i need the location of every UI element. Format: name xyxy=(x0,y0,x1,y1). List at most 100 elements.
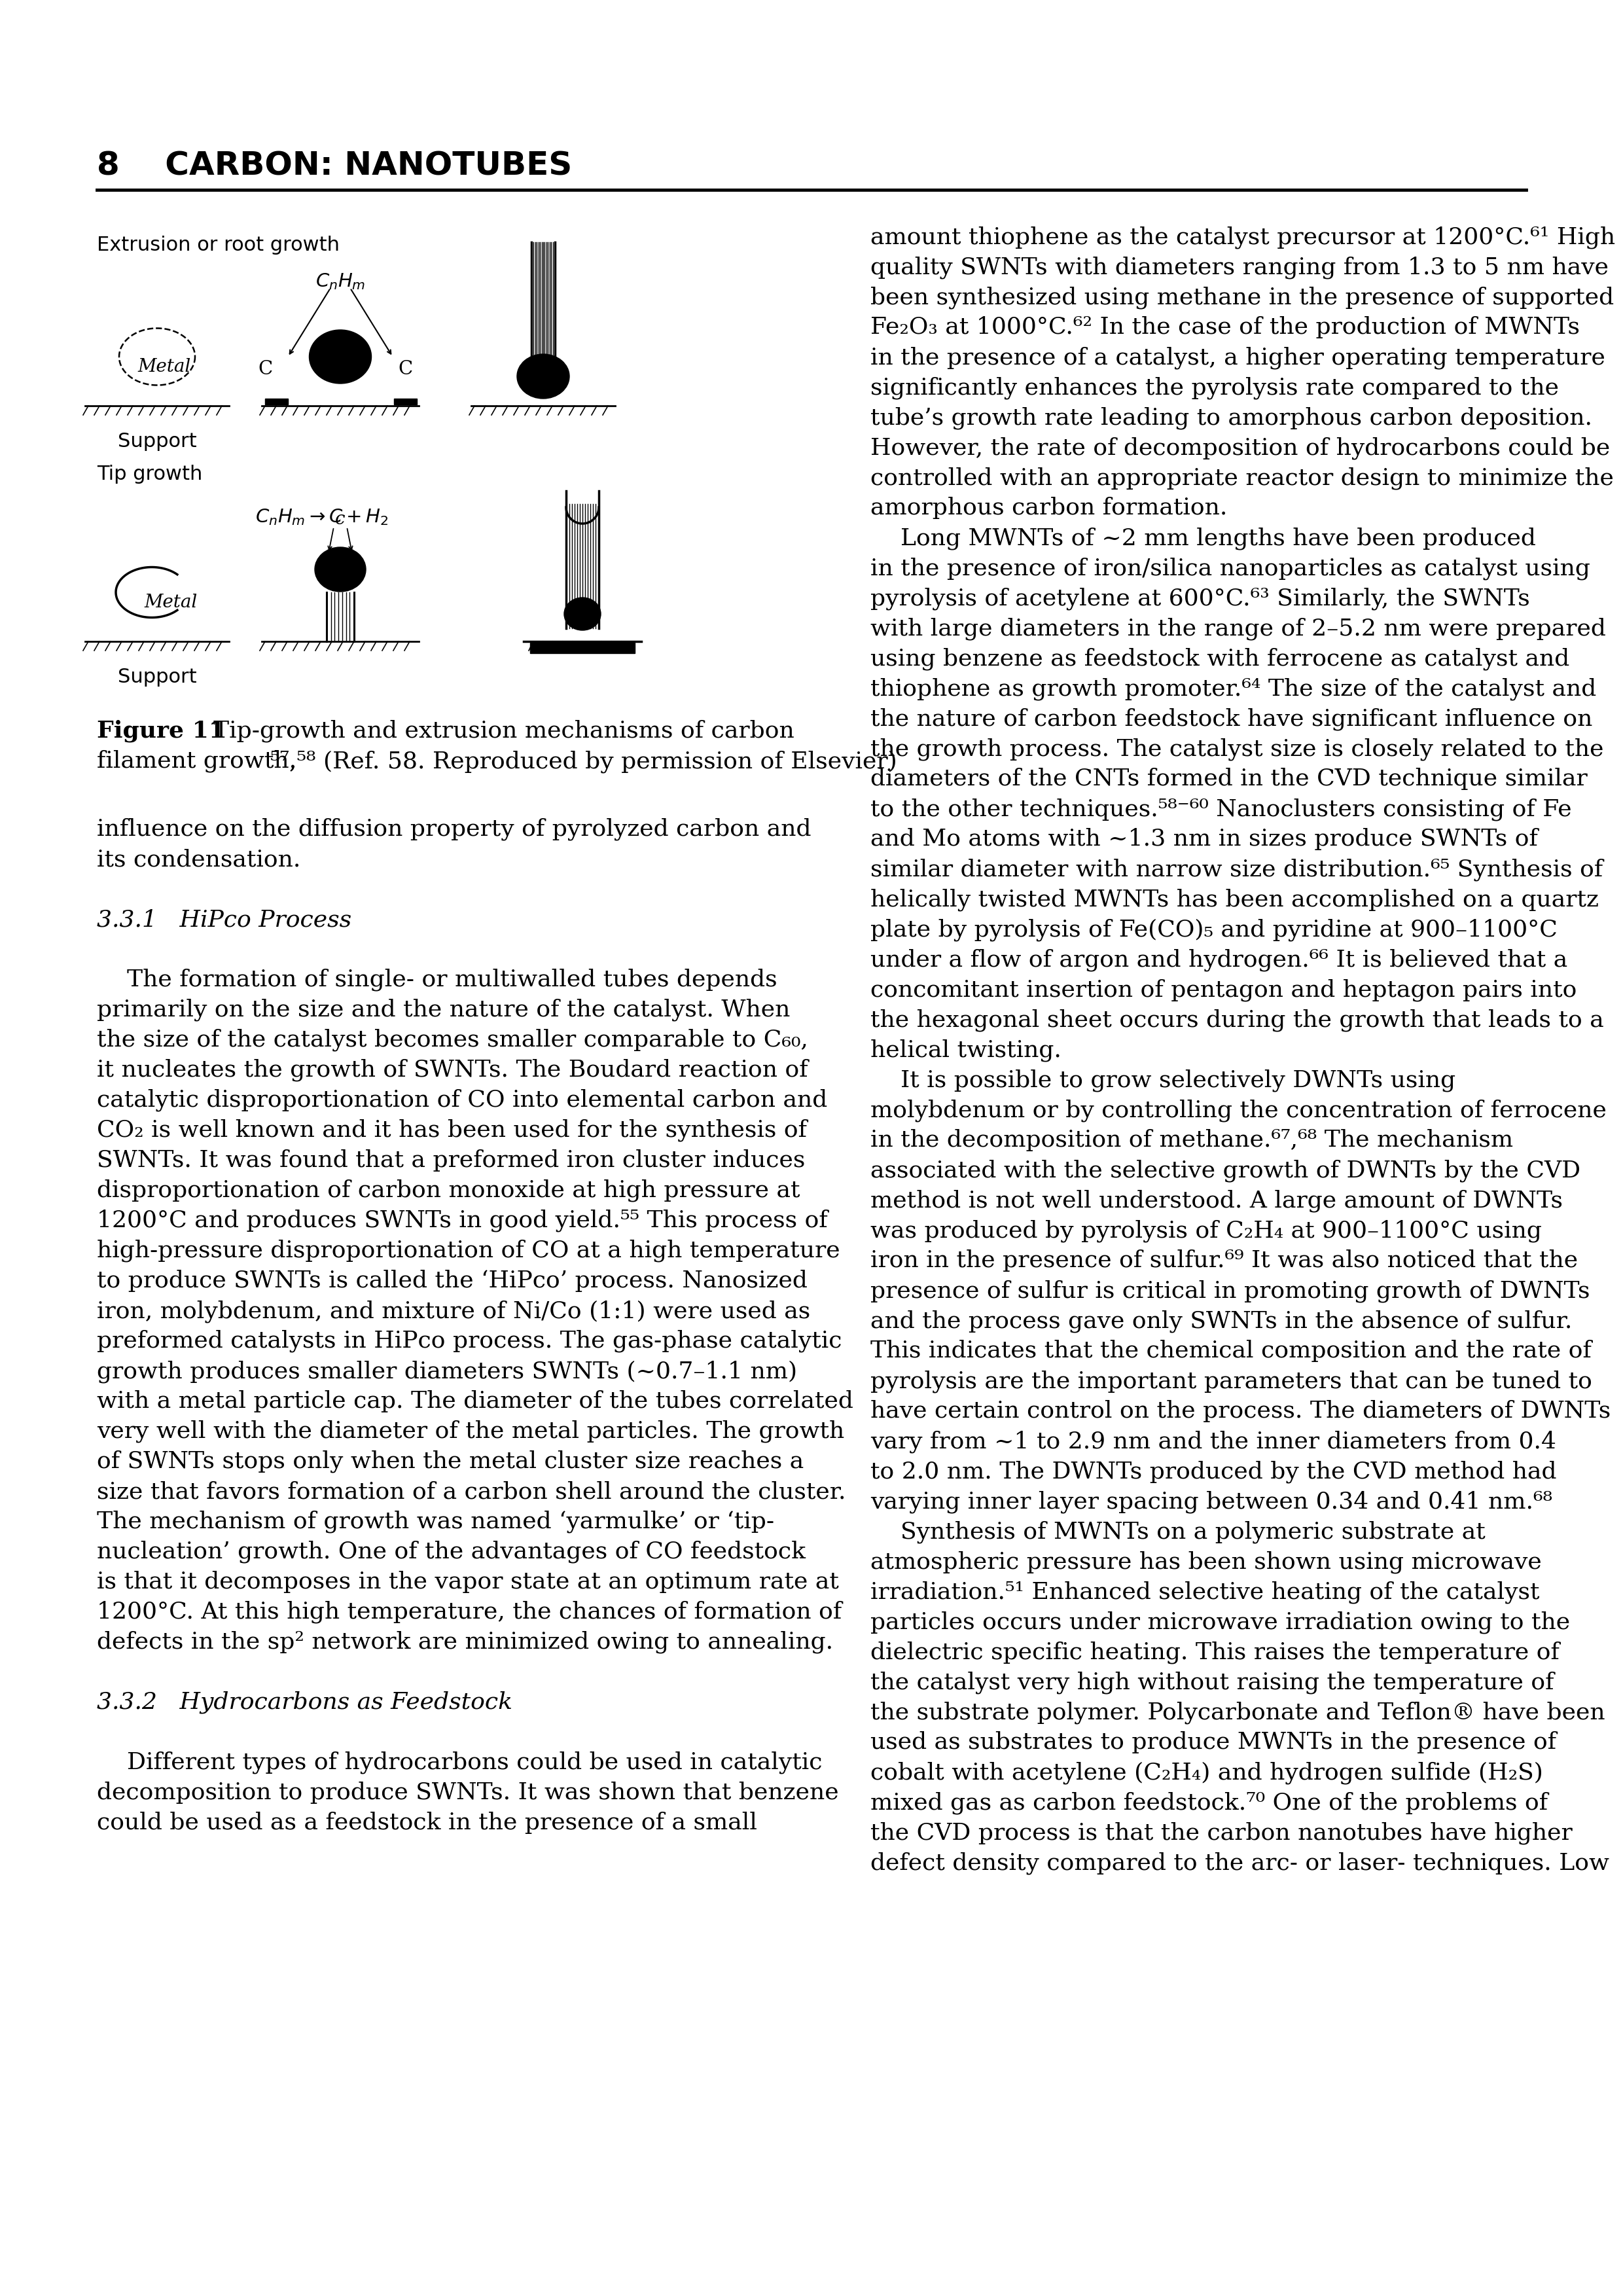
Text: This indicates that the chemical composition and the rate of: This indicates that the chemical composi… xyxy=(870,1341,1592,1362)
Text: is that it decomposes in the vapor state at an optimum rate at: is that it decomposes in the vapor state… xyxy=(97,1570,839,1593)
Text: mixed gas as carbon feedstock.⁷⁰ One of the problems of: mixed gas as carbon feedstock.⁷⁰ One of … xyxy=(870,1791,1548,1814)
Text: under a flow of argon and hydrogen.⁶⁶ It is believed that a: under a flow of argon and hydrogen.⁶⁶ It… xyxy=(870,948,1568,971)
Text: it nucleates the growth of SWNTs. The Boudard reaction of: it nucleates the growth of SWNTs. The Bo… xyxy=(97,1058,808,1081)
Text: iron in the presence of sulfur.⁶⁹ It was also noticed that the: iron in the presence of sulfur.⁶⁹ It was… xyxy=(870,1249,1578,1272)
Text: Synthesis of MWNTs on a polymeric substrate at: Synthesis of MWNTs on a polymeric substr… xyxy=(870,1520,1485,1543)
Text: nucleation’ growth. One of the advantages of CO feedstock: nucleation’ growth. One of the advantage… xyxy=(97,1541,805,1564)
Text: controlled with an appropriate reactor design to minimize the: controlled with an appropriate reactor d… xyxy=(870,466,1613,489)
Text: associated with the selective growth of DWNTs by the CVD: associated with the selective growth of … xyxy=(870,1159,1581,1182)
Text: It is possible to grow selectively DWNTs using: It is possible to grow selectively DWNTs… xyxy=(870,1070,1456,1091)
Text: particles occurs under microwave irradiation owing to the: particles occurs under microwave irradia… xyxy=(870,1612,1569,1632)
Text: defect density compared to the arc- or laser- techniques. Low: defect density compared to the arc- or l… xyxy=(870,1851,1610,1874)
Text: the catalyst very high without raising the temperature of: the catalyst very high without raising t… xyxy=(870,1671,1553,1694)
Ellipse shape xyxy=(518,354,570,400)
Text: Fe₂O₃ at 1000°C.⁶² In the case of the production of MWNTs: Fe₂O₃ at 1000°C.⁶² In the case of the pr… xyxy=(870,317,1579,338)
Text: amount thiophene as the catalyst precursor at 1200°C.⁶¹ High: amount thiophene as the catalyst precurs… xyxy=(870,225,1615,248)
Text: vary from ~1 to 2.9 nm and the inner diameters from 0.4: vary from ~1 to 2.9 nm and the inner dia… xyxy=(870,1430,1556,1453)
Text: significantly enhances the pyrolysis rate compared to the: significantly enhances the pyrolysis rat… xyxy=(870,377,1558,400)
Text: using benzene as feedstock with ferrocene as catalyst and: using benzene as feedstock with ferrocen… xyxy=(870,647,1569,670)
Text: Support: Support xyxy=(117,432,196,450)
Text: The formation of single- or multiwalled tubes depends: The formation of single- or multiwalled … xyxy=(97,969,777,992)
Ellipse shape xyxy=(310,331,372,383)
Text: to the other techniques.⁵⁸⁻⁶⁰ Nanoclusters consisting of Fe: to the other techniques.⁵⁸⁻⁶⁰ Nanocluste… xyxy=(870,797,1571,820)
Text: Support: Support xyxy=(117,668,196,687)
Text: similar diameter with narrow size distribution.⁶⁵ Synthesis of: similar diameter with narrow size distri… xyxy=(870,859,1604,882)
Text: CO₂ is well known and it has been used for the synthesis of: CO₂ is well known and it has been used f… xyxy=(97,1118,807,1141)
Text: have certain control on the process. The diameters of DWNTs: have certain control on the process. The… xyxy=(870,1401,1610,1421)
Text: irradiation.⁵¹ Enhanced selective heating of the catalyst: irradiation.⁵¹ Enhanced selective heatin… xyxy=(870,1580,1540,1603)
Text: 3.3.2   Hydrocarbons as Feedstock: 3.3.2 Hydrocarbons as Feedstock xyxy=(97,1692,513,1713)
Text: Tip-growth and extrusion mechanisms of carbon: Tip-growth and extrusion mechanisms of c… xyxy=(198,721,794,742)
Text: catalytic disproportionation of CO into elemental carbon and: catalytic disproportionation of CO into … xyxy=(97,1088,828,1111)
Text: and the process gave only SWNTs in the absence of sulfur.: and the process gave only SWNTs in the a… xyxy=(870,1309,1573,1332)
Text: tube’s growth rate leading to amorphous carbon deposition.: tube’s growth rate leading to amorphous … xyxy=(870,406,1592,429)
Text: $C_nH_m$: $C_nH_m$ xyxy=(315,271,365,292)
Text: molybdenum or by controlling the concentration of ferrocene: molybdenum or by controlling the concent… xyxy=(870,1100,1607,1120)
Text: primarily on the size and the nature of the catalyst. When: primarily on the size and the nature of … xyxy=(97,999,790,1022)
Text: in the presence of iron/silica nanoparticles as catalyst using: in the presence of iron/silica nanoparti… xyxy=(870,558,1591,579)
Text: The mechanism of growth was named ‘yarmulke’ or ‘tip-: The mechanism of growth was named ‘yarmu… xyxy=(97,1511,774,1534)
Text: Extrusion or root growth: Extrusion or root growth xyxy=(97,236,339,255)
Text: and Mo atoms with ~1.3 nm in sizes produce SWNTs of: and Mo atoms with ~1.3 nm in sizes produ… xyxy=(870,829,1539,850)
Text: C: C xyxy=(258,360,273,379)
Text: with large diameters in the range of 2–5.2 nm were prepared: with large diameters in the range of 2–5… xyxy=(870,618,1605,641)
Text: the substrate polymer. Polycarbonate and Teflon® have been: the substrate polymer. Polycarbonate and… xyxy=(870,1701,1605,1724)
Text: was produced by pyrolysis of C₂H₄ at 900–1100°C using: was produced by pyrolysis of C₂H₄ at 900… xyxy=(870,1219,1542,1242)
Text: Long MWNTs of ~2 mm lengths have been produced: Long MWNTs of ~2 mm lengths have been pr… xyxy=(870,526,1535,549)
Text: in the presence of a catalyst, a higher operating temperature: in the presence of a catalyst, a higher … xyxy=(870,347,1605,370)
Text: plate by pyrolysis of Fe(CO)₅ and pyridine at 900–1100°C: plate by pyrolysis of Fe(CO)₅ and pyridi… xyxy=(870,918,1558,941)
Text: However, the rate of decomposition of hydrocarbons could be: However, the rate of decomposition of hy… xyxy=(870,436,1610,459)
Text: ⁵⁷,⁵⁸ (Ref. 58. Reproduced by permission of Elsevier): ⁵⁷,⁵⁸ (Ref. 58. Reproduced by permission… xyxy=(271,751,898,774)
Text: C: C xyxy=(399,360,412,379)
Text: atmospheric pressure has been shown using microwave: atmospheric pressure has been shown usin… xyxy=(870,1550,1542,1573)
Text: SWNTs. It was found that a preformed iron cluster induces: SWNTs. It was found that a preformed iro… xyxy=(97,1150,805,1171)
Text: growth produces smaller diameters SWNTs (~0.7–1.1 nm): growth produces smaller diameters SWNTs … xyxy=(97,1359,797,1382)
Text: c: c xyxy=(336,510,346,528)
Text: to produce SWNTs is called the ‘HiPco’ process. Nanosized: to produce SWNTs is called the ‘HiPco’ p… xyxy=(97,1270,808,1293)
Text: the size of the catalyst becomes smaller comparable to C₆₀,: the size of the catalyst becomes smaller… xyxy=(97,1029,808,1052)
Text: varying inner layer spacing between 0.34 and 0.41 nm.⁶⁸: varying inner layer spacing between 0.34… xyxy=(870,1490,1553,1513)
Text: Figure 11: Figure 11 xyxy=(97,721,226,742)
Ellipse shape xyxy=(565,597,601,631)
Text: in the decomposition of methane.⁶⁷,⁶⁸ The mechanism: in the decomposition of methane.⁶⁷,⁶⁸ Th… xyxy=(870,1130,1513,1150)
Text: concomitant insertion of pentagon and heptagon pairs into: concomitant insertion of pentagon and he… xyxy=(870,978,1578,1001)
Text: pyrolysis of acetylene at 600°C.⁶³ Similarly, the SWNTs: pyrolysis of acetylene at 600°C.⁶³ Simil… xyxy=(870,588,1530,611)
Text: cobalt with acetylene (C₂H₄) and hydrogen sulfide (H₂S): cobalt with acetylene (C₂H₄) and hydroge… xyxy=(870,1761,1543,1784)
Text: of SWNTs stops only when the metal cluster size reaches a: of SWNTs stops only when the metal clust… xyxy=(97,1451,803,1474)
Text: the CVD process is that the carbon nanotubes have higher: the CVD process is that the carbon nanot… xyxy=(870,1821,1573,1844)
Text: defects in the sp² network are minimized owing to annealing.: defects in the sp² network are minimized… xyxy=(97,1630,833,1653)
Text: Metal: Metal xyxy=(138,358,190,374)
Text: disproportionation of carbon monoxide at high pressure at: disproportionation of carbon monoxide at… xyxy=(97,1180,800,1203)
Text: Different types of hydrocarbons could be used in catalytic: Different types of hydrocarbons could be… xyxy=(97,1752,823,1775)
Text: filament growth.: filament growth. xyxy=(97,751,297,774)
Text: the nature of carbon feedstock have significant influence on: the nature of carbon feedstock have sign… xyxy=(870,707,1592,730)
Text: with a metal particle cap. The diameter of the tubes correlated: with a metal particle cap. The diameter … xyxy=(97,1389,854,1412)
Text: iron, molybdenum, and mixture of Ni/Co (1:1) were used as: iron, molybdenum, and mixture of Ni/Co (… xyxy=(97,1300,810,1322)
Text: thiophene as growth promoter.⁶⁴ The size of the catalyst and: thiophene as growth promoter.⁶⁴ The size… xyxy=(870,677,1597,700)
Text: quality SWNTs with diameters ranging from 1.3 to 5 nm have: quality SWNTs with diameters ranging fro… xyxy=(870,255,1608,278)
Text: helical twisting.: helical twisting. xyxy=(870,1038,1061,1061)
Text: used as substrates to produce MWNTs in the presence of: used as substrates to produce MWNTs in t… xyxy=(870,1731,1556,1754)
Text: presence of sulfur is critical in promoting growth of DWNTs: presence of sulfur is critical in promot… xyxy=(870,1279,1591,1302)
Text: diameters of the CNTs formed in the CVD technique similar: diameters of the CNTs formed in the CVD … xyxy=(870,767,1587,790)
Text: size that favors formation of a carbon shell around the cluster.: size that favors formation of a carbon s… xyxy=(97,1481,846,1504)
Text: Tip growth: Tip growth xyxy=(97,464,203,484)
Text: 1200°C. At this high temperature, the chances of formation of: 1200°C. At this high temperature, the ch… xyxy=(97,1600,842,1623)
Text: to 2.0 nm. The DWNTs produced by the CVD method had: to 2.0 nm. The DWNTs produced by the CVD… xyxy=(870,1460,1556,1483)
Text: its condensation.: its condensation. xyxy=(97,847,300,870)
Ellipse shape xyxy=(315,546,365,592)
Text: helically twisted MWNTs has been accomplished on a quartz: helically twisted MWNTs has been accompl… xyxy=(870,889,1599,912)
Text: 3.3.1   HiPco Process: 3.3.1 HiPco Process xyxy=(97,909,352,930)
Text: influence on the diffusion property of pyrolyzed carbon and: influence on the diffusion property of p… xyxy=(97,817,812,840)
Text: preformed catalysts in HiPco process. The gas-phase catalytic: preformed catalysts in HiPco process. Th… xyxy=(97,1329,842,1352)
Text: very well with the diameter of the metal particles. The growth: very well with the diameter of the metal… xyxy=(97,1421,844,1442)
Text: amorphous carbon formation.: amorphous carbon formation. xyxy=(870,496,1227,519)
Text: Metal: Metal xyxy=(144,592,196,611)
Text: the growth process. The catalyst size is closely related to the: the growth process. The catalyst size is… xyxy=(870,737,1604,760)
Text: the hexagonal sheet occurs during the growth that leads to a: the hexagonal sheet occurs during the gr… xyxy=(870,1008,1604,1031)
Text: decomposition to produce SWNTs. It was shown that benzene: decomposition to produce SWNTs. It was s… xyxy=(97,1782,839,1805)
Text: 8    CARBON: NANOTUBES: 8 CARBON: NANOTUBES xyxy=(97,152,573,181)
Text: could be used as a feedstock in the presence of a small: could be used as a feedstock in the pres… xyxy=(97,1812,758,1835)
Text: dielectric specific heating. This raises the temperature of: dielectric specific heating. This raises… xyxy=(870,1642,1560,1662)
Bar xyxy=(265,400,287,404)
